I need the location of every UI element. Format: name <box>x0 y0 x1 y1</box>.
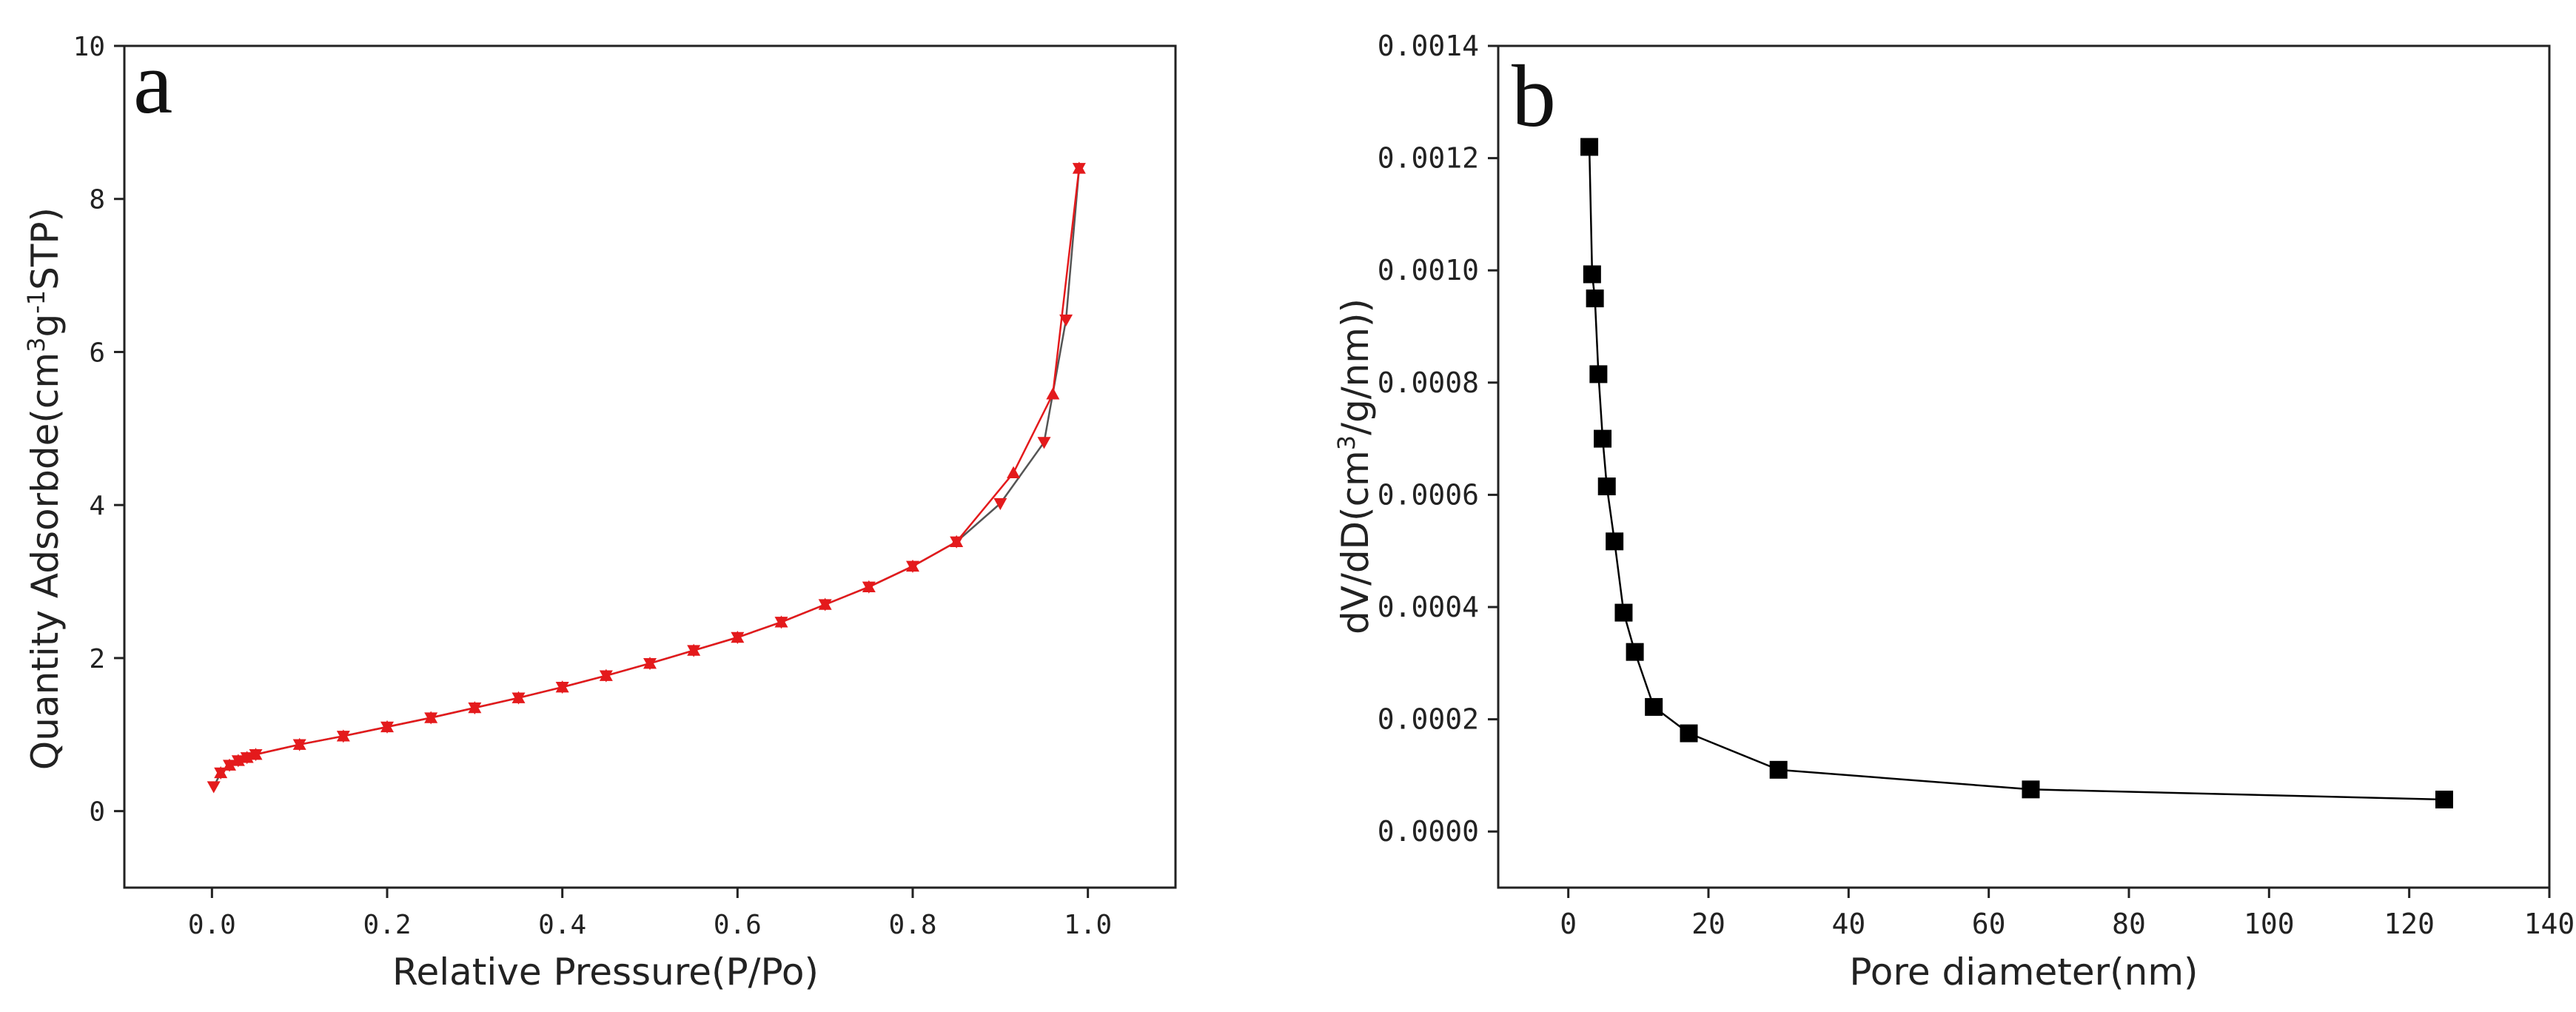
panel-a-x-tick-label: 0.4 <box>538 910 586 940</box>
panel-a-markers <box>207 161 1086 794</box>
panel-a-data-point-desorption <box>240 751 254 763</box>
panel-a-x-tick-label: 0.2 <box>363 910 411 940</box>
panel-b-pore-distribution: b 0 20 40 60 80 100 120 140 0.0000 0.0002 0.0004 0.… <box>1332 30 2575 993</box>
panel-a-data-point-desorption <box>599 668 613 681</box>
panel-b-y-axis-label: dV/dD(cm3/g/nm)) <box>1332 298 1377 634</box>
panel-a-data-point-desorption <box>1007 466 1021 478</box>
panel-a-plot-frame <box>123 44 1177 889</box>
panel-a-y-tick-label: 10 <box>73 32 105 62</box>
panel-a-series-line-adsorption <box>212 168 1081 788</box>
panel-a-y-label-main: Quantity Adsorbde(cm <box>24 352 67 770</box>
panel-b-data-point <box>1580 138 1599 156</box>
panel-a-data-point-desorption <box>292 737 306 750</box>
panel-a-data-point-desorption <box>950 535 964 547</box>
panel-b-y-tick-label: 0.0006 <box>1378 478 1479 511</box>
panel-b-letter: b <box>1512 47 1556 145</box>
panel-a-data-point-adsorption <box>993 497 1007 511</box>
panel-a-adsorption-isotherm: a 0.0 0.2 0.4 0.6 0.8 1.0 0 2 4 6 8 10 Relative Pre… <box>22 32 1177 993</box>
panel-a-data-point-adsorption <box>1037 437 1051 449</box>
panel-a-data-point-desorption <box>249 748 263 760</box>
panel-a-data-point-desorption <box>555 680 569 693</box>
panel-a-data-point-desorption <box>424 711 438 723</box>
panel-a-y-tick-label: 2 <box>89 644 105 674</box>
panel-a-data-point-desorption <box>687 643 701 656</box>
panel-b-data-point <box>1769 760 1788 779</box>
panel-b-data-point <box>1594 429 1612 448</box>
panel-b-y-tick-label: 0.0010 <box>1378 254 1479 286</box>
panel-a-data-point-desorption <box>511 691 526 703</box>
panel-b-x-tick-label: 100 <box>2244 908 2295 940</box>
panel-b-y-tick-label: 0.0014 <box>1378 30 1479 62</box>
panel-b-data-point <box>1614 603 1633 622</box>
panel-b-x-tick-label: 80 <box>2112 908 2146 940</box>
panel-a-series-line-desorption <box>220 168 1081 774</box>
panel-b-data-point <box>1645 697 1663 716</box>
panel-b-y-tick-label: 0.0002 <box>1378 703 1479 736</box>
panel-b-x-tick-label: 20 <box>1691 908 1725 940</box>
panel-b-y-label-main: dV/dD(cm <box>1334 450 1377 634</box>
panel-a-data-point-adsorption <box>1059 314 1073 327</box>
panel-a-data-point-desorption <box>643 657 657 669</box>
panel-b-y-tick-label: 0.0004 <box>1378 591 1479 623</box>
panel-a-data-point-desorption <box>1072 161 1086 174</box>
panel-a-x-tick-label: 0.6 <box>714 910 762 940</box>
panel-b-data-point <box>2435 790 2453 808</box>
panel-b-data-point <box>1597 477 1616 496</box>
panel-a-data-point-desorption <box>862 580 876 592</box>
panel-b-x-tick-label: 40 <box>1831 908 1865 940</box>
panel-a-y-label-tail: STP) <box>24 207 67 290</box>
panel-a-y-label-mid: g <box>24 314 67 338</box>
panel-a-data-point-desorption <box>774 615 788 628</box>
panel-b-ticks: 0 20 40 60 80 100 120 140 0.0000 0.0002 0.0004 0.00… <box>1378 30 2575 940</box>
panel-b-y-label-sup1: 3 <box>1332 435 1361 450</box>
panel-a-data-point-desorption <box>231 754 245 766</box>
panel-b-plot-frame <box>1497 44 2551 889</box>
panel-b-x-tick-label: 140 <box>2524 908 2575 940</box>
panel-a-ticks: 0.0 0.2 0.4 0.6 0.8 1.0 0 2 4 6 8 10 <box>73 32 1113 940</box>
panel-b-y-tick-label: 0.0012 <box>1378 142 1479 175</box>
panel-a-data-point-desorption <box>380 720 394 733</box>
panel-a-y-label-sup1: 3 <box>22 338 50 352</box>
panel-a-x-tick-label: 0.0 <box>188 910 236 940</box>
panel-b-series-lines <box>1588 147 2445 801</box>
panel-b-x-axis-label: Pore diameter(nm) <box>1849 951 2198 993</box>
panel-a-data-point-desorption <box>223 758 236 771</box>
panel-a-letter: a <box>133 33 172 132</box>
panel-b-y-tick-label: 0.0008 <box>1378 366 1479 399</box>
panel-b-data-point <box>2022 780 2040 799</box>
panel-a-y-tick-label: 6 <box>89 338 105 368</box>
panel-a-y-tick-label: 0 <box>89 797 105 828</box>
panel-a-y-label-sup2: -1 <box>22 290 50 314</box>
panel-b-x-tick-label: 60 <box>1972 908 2006 940</box>
panel-a-data-point-desorption <box>906 559 919 572</box>
panel-a-data-point-desorption <box>818 597 832 610</box>
panel-b-y-label-tail: /g/nm)) <box>1334 298 1377 435</box>
panel-b-y-tick-label: 0.0000 <box>1378 815 1479 848</box>
panel-a-x-axis-label: Relative Pressure(P/Po) <box>392 951 819 993</box>
panel-a-series-lines <box>212 168 1081 788</box>
panel-a-data-point-desorption <box>1046 387 1060 400</box>
panel-b-markers <box>1580 138 2453 808</box>
panel-b-data-point <box>1606 532 1624 551</box>
panel-a-data-point-adsorption <box>207 781 221 794</box>
panel-a-y-tick-label: 8 <box>89 185 105 215</box>
panel-a-data-point-desorption <box>336 729 350 742</box>
panel-a-data-point-desorption <box>214 765 228 779</box>
panel-b-series-line-pore-size-distribution <box>1588 147 2445 801</box>
panel-b-x-tick-label: 120 <box>2384 908 2435 940</box>
panel-a-x-tick-label: 0.8 <box>888 910 936 940</box>
panel-b-data-point <box>1626 643 1644 661</box>
panel-a-data-point-desorption <box>731 631 745 643</box>
panel-b-x-tick-label: 0 <box>1560 908 1577 940</box>
panel-b-data-point <box>1583 265 1601 284</box>
panel-a-y-tick-label: 4 <box>89 491 105 521</box>
panel-a-y-axis-label: Quantity Adsorbde(cm3g-1STP) <box>22 207 67 770</box>
panel-a-x-tick-label: 1.0 <box>1064 910 1112 940</box>
panel-a-data-point-desorption <box>468 701 482 714</box>
panel-b-data-point <box>1589 365 1608 383</box>
panel-b-data-point <box>1680 724 1698 743</box>
panel-b-data-point <box>1586 289 1604 308</box>
